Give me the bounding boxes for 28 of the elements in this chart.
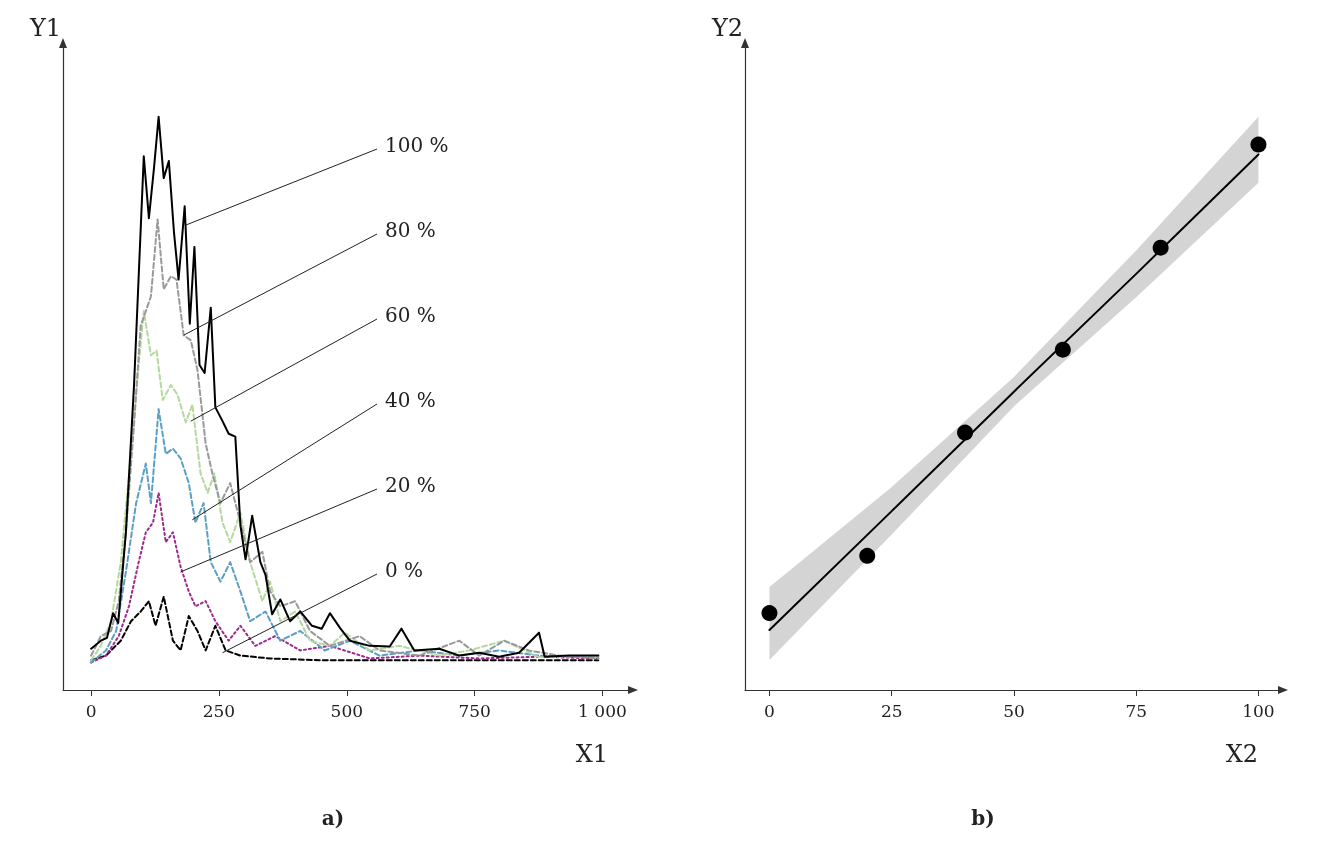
x-tick-label: 0	[85, 700, 97, 721]
point	[1054, 341, 1071, 358]
point	[957, 424, 974, 441]
text: b)	[971, 806, 995, 830]
x-axis-title: X1	[575, 740, 608, 768]
annotation: 80 %	[385, 218, 436, 242]
x-tick-label: 750	[458, 700, 491, 721]
x-tick-label: 50	[1003, 700, 1025, 721]
text: a)	[321, 806, 345, 830]
annotation: 20 %	[385, 473, 436, 497]
annotation: 0 %	[385, 558, 424, 582]
annotation: 100 %	[385, 133, 449, 157]
point	[1250, 136, 1267, 153]
x-tick-label: 500	[330, 700, 363, 721]
x-tick-label: 0	[764, 700, 775, 721]
x-tick-label: 75	[1125, 700, 1148, 721]
x-tick-label: 250	[202, 700, 236, 721]
x-tick-label: 25	[880, 700, 903, 721]
annotation: 40 %	[385, 388, 436, 412]
annotation: 60 %	[385, 303, 436, 327]
point	[761, 605, 778, 622]
x-axis-title: X2	[1225, 740, 1258, 768]
x-tick-label: 1 000	[578, 700, 627, 721]
point	[859, 547, 876, 564]
point	[1152, 239, 1169, 256]
x-tick-label: 100	[1242, 700, 1275, 721]
y-axis-title: Y2	[710, 14, 743, 42]
y-axis-title: Y1	[28, 14, 61, 42]
